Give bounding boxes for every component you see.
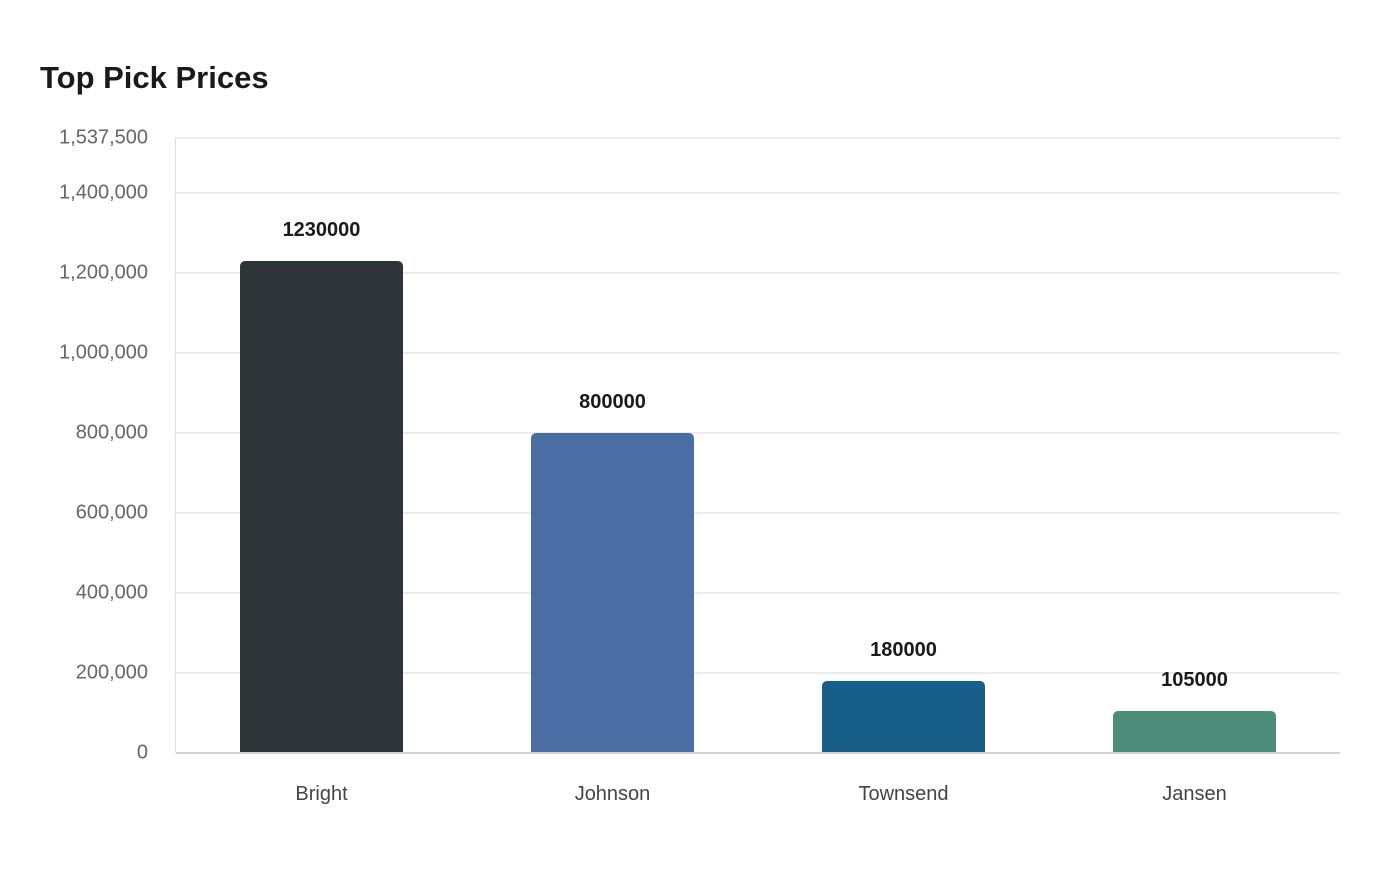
- gridline: [174, 272, 1340, 274]
- gridline: [174, 352, 1340, 354]
- gridline: [174, 592, 1340, 594]
- gridline: [174, 512, 1340, 514]
- gridline: [174, 432, 1340, 434]
- y-tick-label: 1,537,500: [59, 126, 148, 149]
- y-axis-line: [175, 138, 176, 753]
- bar-jansen[interactable]: [1113, 711, 1276, 753]
- bar-bright[interactable]: [240, 261, 403, 753]
- data-label: 180000: [870, 639, 937, 661]
- gridline: [174, 137, 1340, 139]
- y-tick-label: 1,200,000: [59, 261, 148, 284]
- data-label: 105000: [1161, 669, 1228, 691]
- y-tick-label: 400,000: [75, 581, 148, 604]
- gridline: [174, 192, 1340, 194]
- plot-area: 1230000 800000 180000 105000: [174, 137, 1340, 753]
- y-tick-label: 0: [136, 741, 148, 764]
- y-tick-label: 200,000: [75, 661, 148, 684]
- y-tick-label: 800,000: [75, 421, 148, 444]
- bar-johnson[interactable]: [531, 433, 694, 753]
- x-tick-label: Bright: [295, 783, 348, 805]
- y-tick-label: 1,000,000: [59, 341, 148, 364]
- x-tick-label: Townsend: [858, 783, 949, 805]
- x-tick-label: Johnson: [574, 783, 651, 805]
- y-tick-label: 1,400,000: [59, 181, 148, 204]
- bar-townsend[interactable]: [822, 681, 985, 753]
- gridline: [174, 672, 1340, 674]
- data-label: 1230000: [282, 219, 361, 241]
- y-tick-label: 600,000: [75, 501, 148, 524]
- x-axis-line: [176, 752, 1340, 754]
- x-tick-label: Jansen: [1162, 783, 1227, 805]
- chart-title: Top Pick Prices: [40, 60, 269, 95]
- data-label: 800000: [579, 391, 646, 413]
